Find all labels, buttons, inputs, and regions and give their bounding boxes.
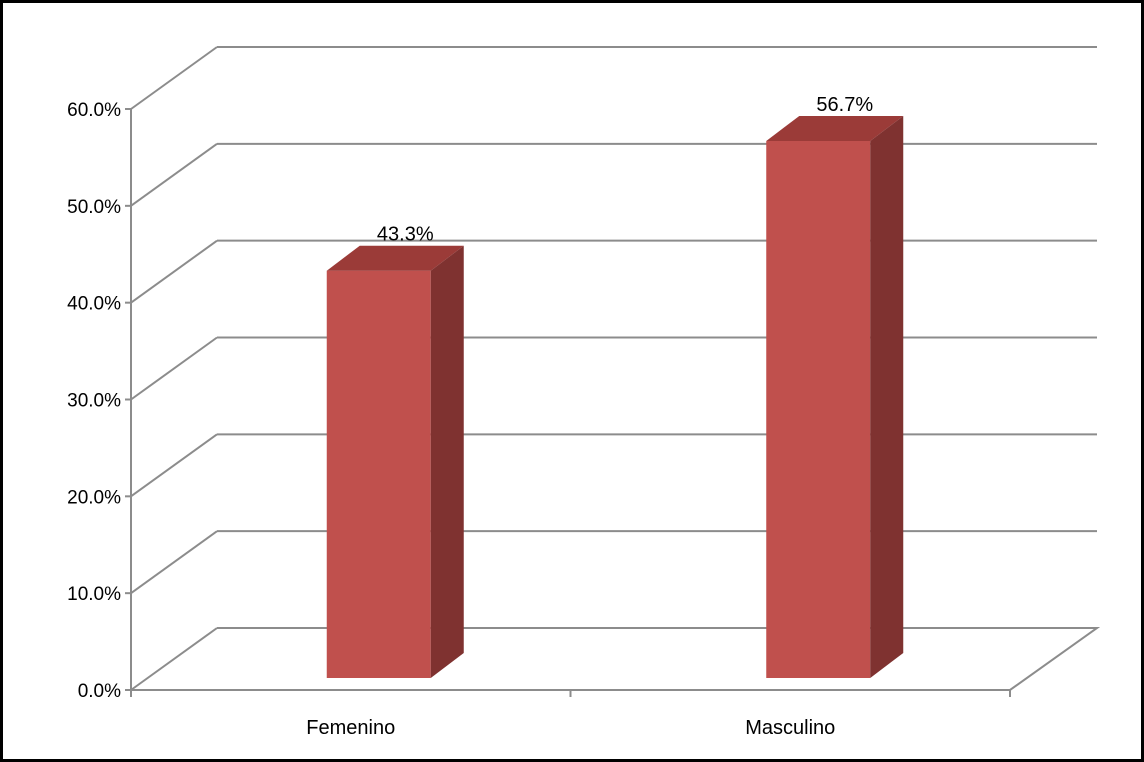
bar-front — [326, 270, 431, 678]
x-category-label: Masculino — [745, 717, 835, 739]
bar-data-label: 43.3% — [377, 224, 434, 246]
bar-side — [870, 115, 904, 678]
y-tick-label: 30.0% — [67, 391, 121, 412]
y-tick-label: 10.0% — [67, 584, 121, 605]
y-tick-label: 40.0% — [67, 294, 121, 315]
y-tick-label: 20.0% — [67, 487, 121, 508]
x-category-label: Femenino — [306, 717, 395, 739]
gridline-wall — [130, 530, 218, 594]
y-tick-label: 0.0% — [78, 681, 121, 702]
bar-chart: 0.0% 10.0% 20.0% 30.0% 40.0% 50.0% 60.0% 43.3%… — [67, 46, 1101, 739]
floor-outline — [131, 627, 1101, 691]
bars-layer — [326, 115, 904, 678]
bar-front — [766, 140, 871, 678]
gridline-wall — [130, 336, 218, 401]
bar-data-label: 56.7% — [816, 94, 873, 116]
y-tick-label: 50.0% — [67, 197, 121, 218]
labels-layer: 43.3% Femenino 56.7% Masculino — [306, 94, 873, 739]
gridline-wall — [130, 627, 218, 691]
y-tick-label: 60.0% — [67, 100, 121, 121]
bar-top — [326, 245, 464, 271]
gridline-wall — [130, 239, 218, 304]
axis-layer: 0.0% 10.0% 20.0% 30.0% 40.0% 50.0% 60.0% — [67, 100, 1011, 702]
gridline-wall — [130, 433, 218, 498]
gridline-wall — [130, 46, 218, 110]
bar-side — [430, 245, 464, 678]
bar-top — [766, 115, 904, 141]
gridline-wall — [130, 143, 218, 207]
grid-layer — [130, 46, 1101, 691]
